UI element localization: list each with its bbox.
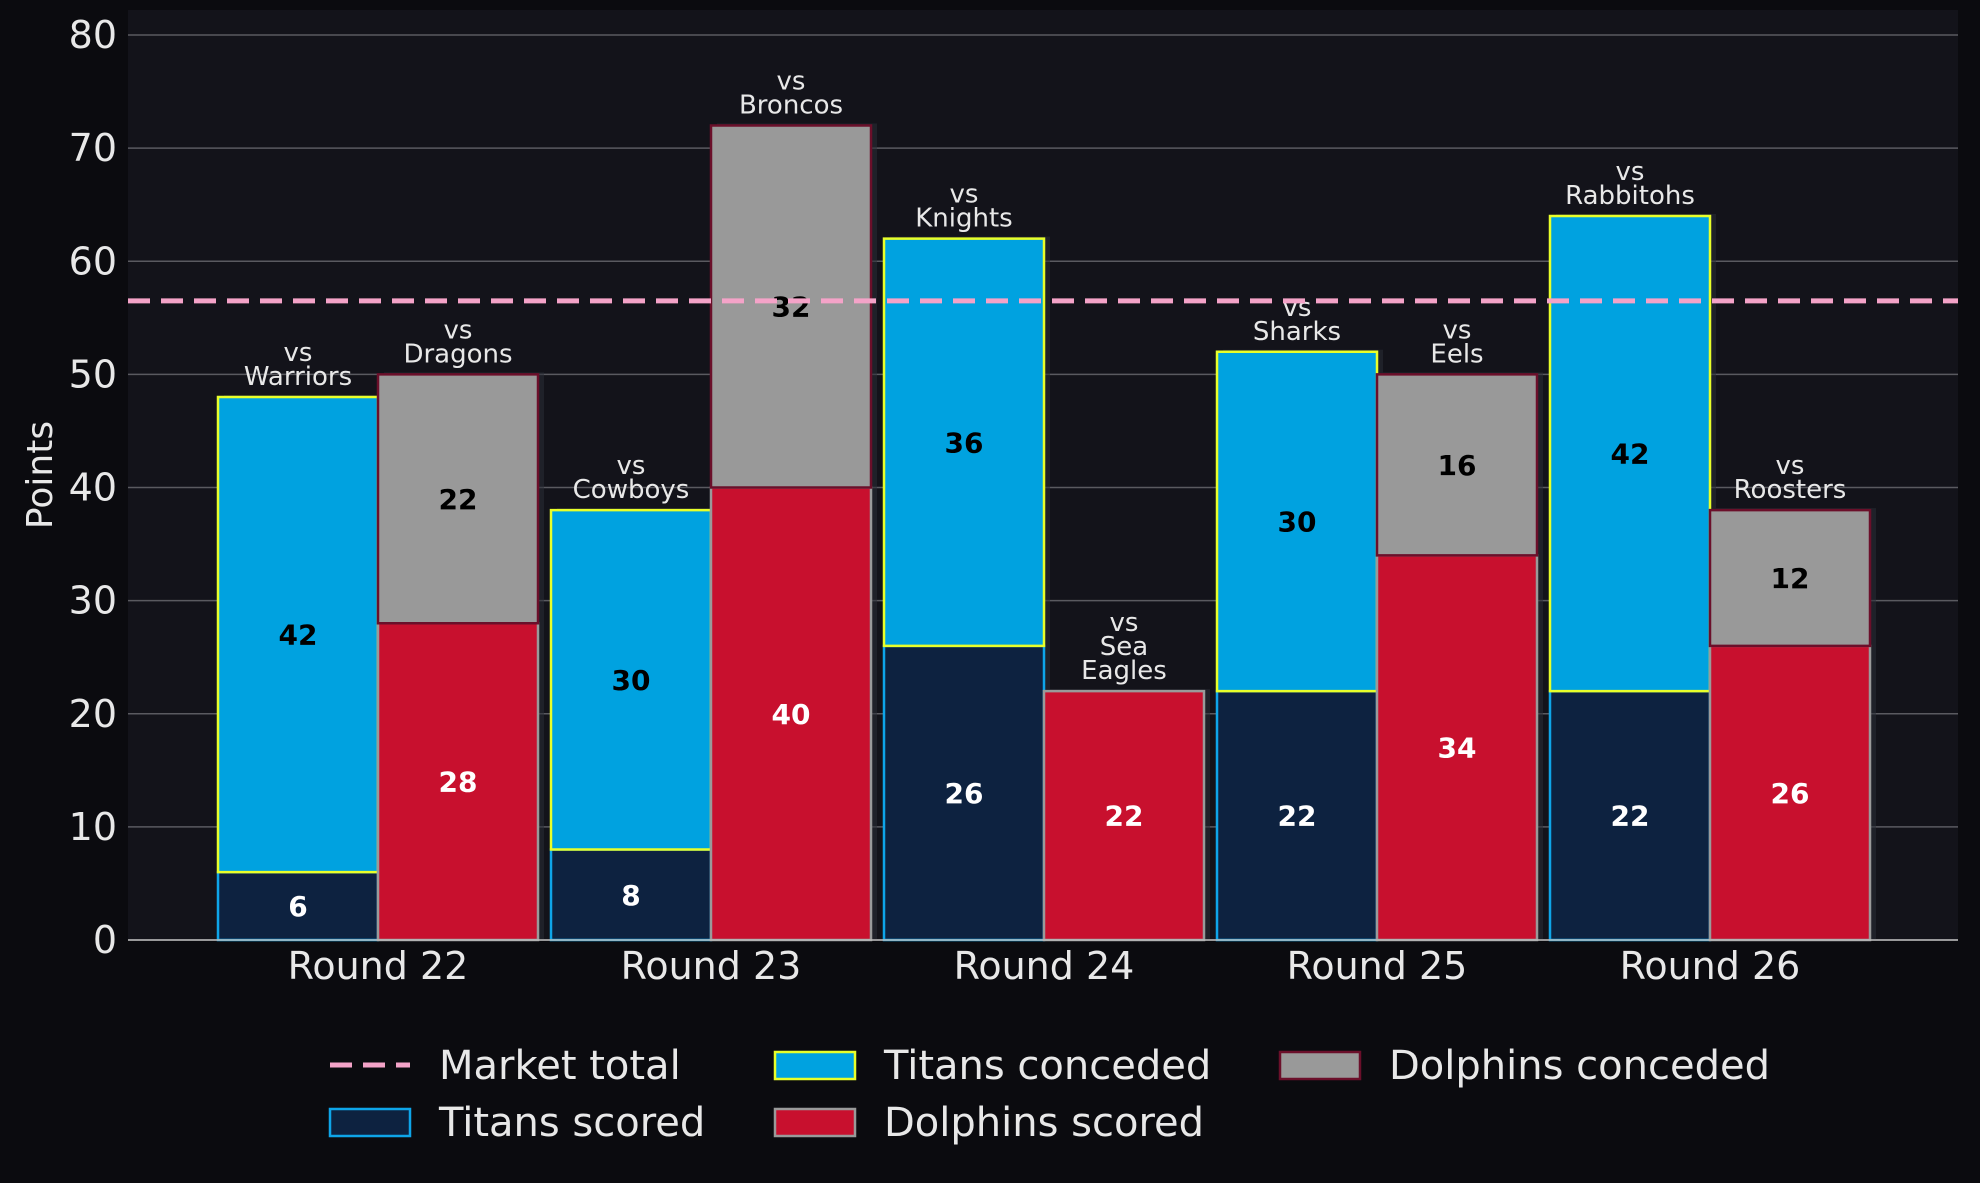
bar-value-label: 22 <box>1105 800 1144 833</box>
dolphins-scored-bar <box>709 486 873 942</box>
bar-value-label: 22 <box>1278 800 1317 833</box>
bar-value-label: 30 <box>612 664 651 697</box>
bar-value-label: 26 <box>1771 777 1810 810</box>
legend-label: Titans conceded <box>883 1043 1211 1089</box>
bar-value-label: 36 <box>945 426 984 459</box>
opponent-label: Sea <box>1100 632 1148 662</box>
y-tick-label: 10 <box>69 805 117 849</box>
dolphins-scored-bar <box>1708 644 1872 942</box>
x-tick-label: Round 25 <box>1287 944 1468 988</box>
legend-swatch <box>773 1107 857 1138</box>
y-tick-label: 40 <box>69 466 117 510</box>
x-tick-label: Round 26 <box>1620 944 1801 988</box>
x-tick-label: Round 22 <box>288 944 469 988</box>
bar-value-label: 40 <box>772 698 811 731</box>
y-tick-label: 20 <box>69 692 117 736</box>
bar-value-label: 8 <box>621 879 640 912</box>
opponent-label: Rabbitohs <box>1565 181 1695 211</box>
titans-conceded-bar <box>1548 214 1712 693</box>
titans-scored-bar <box>882 644 1046 942</box>
y-tick-label: 50 <box>69 352 117 396</box>
y-tick-label: 0 <box>93 918 117 962</box>
legend-swatch <box>773 1050 857 1081</box>
opponent-label: vs <box>284 338 313 368</box>
bar-value-label: 16 <box>1438 449 1477 482</box>
opponent-label: vs <box>1443 315 1472 345</box>
opponent-label: Roosters <box>1734 475 1847 505</box>
bar-value-label: 26 <box>945 777 984 810</box>
bar-value-label: 22 <box>1611 800 1650 833</box>
bar-value-label: 12 <box>1771 562 1810 595</box>
legend-label: Dolphins conceded <box>1389 1043 1770 1089</box>
bar-value-label: 28 <box>439 766 478 799</box>
opponent-label: Sharks <box>1253 317 1341 347</box>
opponent-label: vs <box>1616 157 1645 187</box>
opponent-label: Dragons <box>403 339 512 369</box>
opponent-label: Broncos <box>739 91 843 121</box>
legend: Market total Titans scored Titans conceded… <box>328 1043 1770 1146</box>
legend-label: Titans scored <box>438 1100 705 1146</box>
bar-value-label: 30 <box>1278 505 1317 538</box>
titans-conceded-bar <box>549 508 713 851</box>
y-tick-label: 80 <box>69 13 117 57</box>
opponent-label: Cowboys <box>573 475 690 505</box>
dolphins-conceded-bar <box>376 373 540 625</box>
dolphins-scored-bar <box>1375 554 1539 942</box>
opponent-label: vs <box>1110 608 1139 638</box>
opponent-label: vs <box>777 67 806 97</box>
dolphins-conceded-bar <box>709 124 873 489</box>
y-tick-label: 70 <box>69 126 117 170</box>
bar-value-label: 22 <box>439 483 478 516</box>
opponent-label: Eels <box>1430 339 1483 369</box>
legend-swatch <box>328 1107 412 1138</box>
legend-label: Dolphins scored <box>884 1100 1204 1146</box>
axes: 0 10 20 30 40 50 60 70 80 Points Round 22 Round 23 R… <box>20 13 1958 988</box>
opponent-label: vs <box>444 315 473 345</box>
titans-conceded-bar <box>882 237 1046 648</box>
y-axis-label: Points <box>20 421 61 529</box>
bar-value-label: 6 <box>288 890 307 923</box>
bar-value-label: 42 <box>1611 438 1650 471</box>
x-tick-label: Round 24 <box>954 944 1135 988</box>
dolphins-conceded-bar <box>1375 373 1539 557</box>
opponent-label: Eagles <box>1081 656 1167 686</box>
legend-label: Market total <box>439 1043 681 1089</box>
bar-value-label: 34 <box>1438 732 1477 765</box>
bar-value-label: 32 <box>772 291 811 324</box>
opponent-label: vs <box>617 451 646 481</box>
opponent-label: vs <box>950 180 979 210</box>
bar-value-label: 42 <box>279 619 318 652</box>
dolphins-conceded-bar <box>1708 508 1872 648</box>
y-tick-label: 30 <box>69 579 117 623</box>
dolphins-scored-bar <box>376 622 540 942</box>
titans-conceded-bar <box>1215 350 1379 693</box>
legend-swatch <box>1278 1050 1362 1081</box>
titans-conceded-bar <box>216 395 380 874</box>
y-tick-label: 60 <box>69 239 117 283</box>
opponent-label: Warriors <box>244 362 352 392</box>
opponent-label: Knights <box>915 204 1012 234</box>
opponent-label: vs <box>1776 451 1805 481</box>
opponent-label: vs <box>1283 293 1312 323</box>
x-tick-label: Round 23 <box>621 944 802 988</box>
